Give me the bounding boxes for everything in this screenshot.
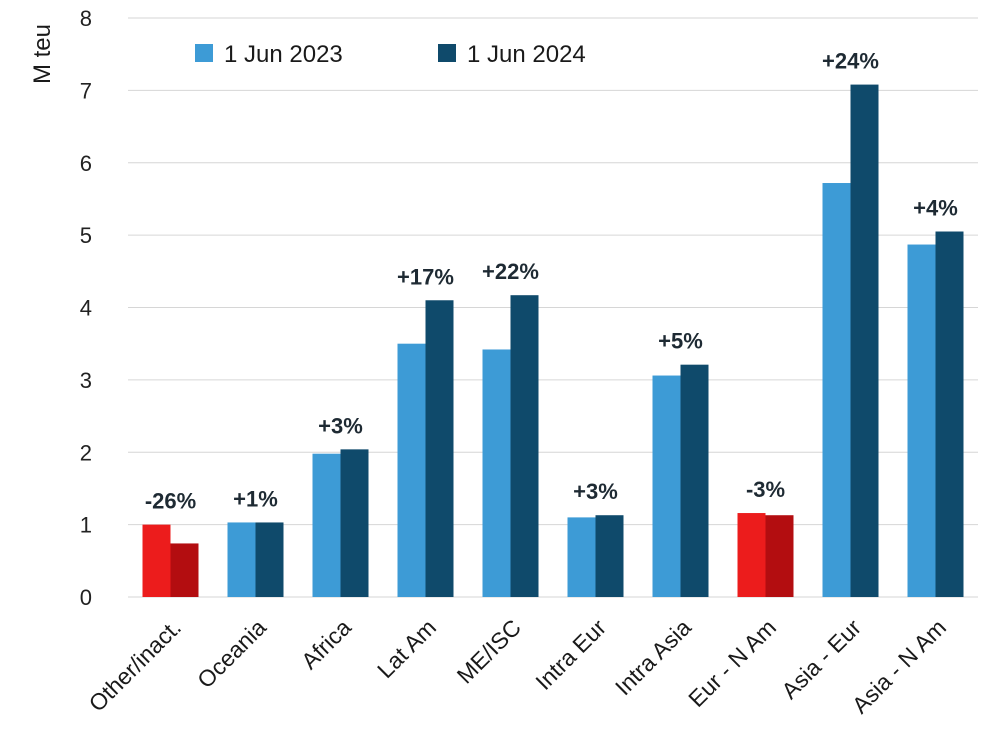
- legend: 1 Jun 2023 1 Jun 2024: [195, 41, 586, 68]
- y-tick-label: 3: [80, 368, 92, 393]
- x-category-label: Africa: [296, 614, 356, 674]
- y-tick-label: 1: [80, 513, 92, 538]
- change-label: +3%: [318, 413, 363, 438]
- bar-2024: [850, 84, 879, 597]
- x-category-label: Other/inact.: [84, 614, 186, 716]
- bar-2023: [397, 343, 426, 597]
- x-category-label: Intra Asia: [610, 614, 696, 700]
- bar-2023: [142, 524, 171, 597]
- bar-2023: [227, 522, 256, 597]
- y-tick-label: 0: [80, 585, 92, 610]
- change-label: +17%: [397, 264, 454, 289]
- legend-swatch-2024: [438, 44, 456, 62]
- bar-2024: [765, 515, 794, 597]
- y-tick-label: 4: [80, 296, 92, 321]
- bar-2023: [482, 349, 511, 597]
- legend-swatch-2023: [195, 44, 213, 62]
- legend-label-2023: 1 Jun 2023: [224, 41, 343, 68]
- bars: [142, 84, 964, 597]
- change-label: +24%: [822, 49, 879, 74]
- change-label: +4%: [913, 196, 958, 221]
- change-label: +22%: [482, 259, 539, 284]
- y-tick-label: 2: [80, 440, 92, 465]
- bar-2024: [510, 295, 539, 597]
- x-category-label: Lat Am: [372, 614, 441, 683]
- y-axis-title: M teu: [29, 24, 56, 84]
- x-category-label: Eur - N Am: [683, 614, 781, 712]
- y-tick-label: 8: [80, 6, 92, 31]
- bar-2024: [425, 300, 454, 597]
- change-label: -26%: [145, 489, 196, 514]
- bar-2024: [595, 515, 624, 597]
- bar-2023: [822, 183, 851, 597]
- x-category-label: ME/ISC: [452, 614, 526, 688]
- legend-label-2024: 1 Jun 2024: [467, 41, 586, 68]
- bar-2023: [567, 517, 596, 597]
- bar-2024: [935, 231, 964, 597]
- bar-2023: [652, 375, 681, 597]
- bar-2024: [170, 543, 199, 597]
- x-category-label: Asia - Eur: [776, 614, 866, 704]
- bar-2023: [907, 244, 936, 597]
- change-label: +3%: [573, 479, 618, 504]
- x-category-label: Oceania: [192, 614, 271, 693]
- bar-2024: [680, 364, 709, 597]
- change-label: +1%: [233, 486, 278, 511]
- change-label: -3%: [746, 477, 785, 502]
- y-tick-label: 6: [80, 151, 92, 176]
- x-category-label: Intra Eur: [530, 614, 611, 695]
- bar-2024: [255, 522, 284, 597]
- bar-2023: [737, 513, 766, 597]
- change-label: +5%: [658, 329, 703, 354]
- bar-2024: [340, 449, 369, 597]
- bar-2023: [312, 453, 341, 597]
- y-tick-label: 7: [80, 78, 92, 103]
- y-tick-label: 5: [80, 223, 92, 248]
